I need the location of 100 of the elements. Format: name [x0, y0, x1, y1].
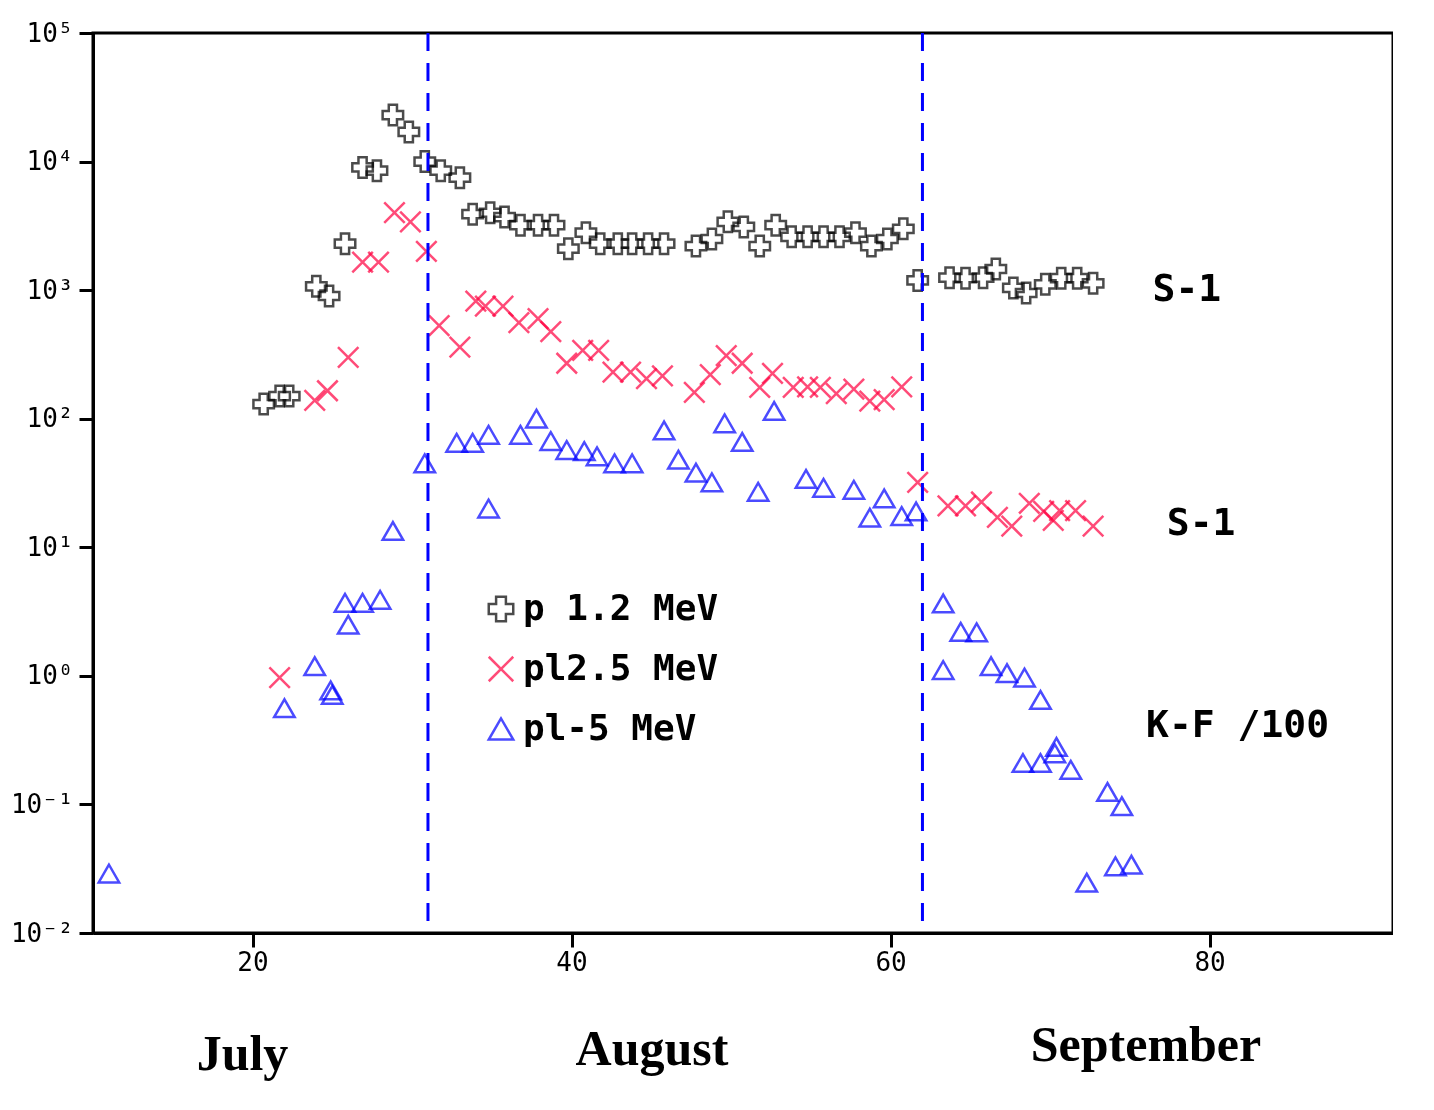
point [620, 453, 644, 474]
point [429, 159, 453, 183]
point [333, 232, 357, 256]
point [588, 232, 612, 256]
point [351, 592, 375, 613]
point [906, 470, 930, 494]
point [1081, 271, 1105, 295]
point [473, 294, 497, 318]
legend-label: p 1.2 MeV [523, 587, 719, 628]
point [526, 307, 550, 331]
y-tick-label: 10⁻¹ [10, 788, 74, 819]
point [398, 210, 422, 234]
x-tick-label: 40 [556, 946, 588, 977]
point [336, 345, 360, 369]
point [1028, 752, 1052, 774]
point [367, 250, 391, 274]
point [507, 311, 531, 335]
point [746, 481, 770, 502]
point [954, 266, 978, 290]
point [572, 440, 596, 462]
point [461, 202, 485, 226]
point [464, 289, 488, 313]
point [652, 420, 676, 441]
point [1043, 743, 1067, 764]
point [1017, 491, 1041, 515]
point [762, 400, 786, 422]
point [603, 453, 627, 474]
point [1011, 752, 1035, 774]
point [97, 863, 121, 884]
point [445, 432, 469, 453]
point [606, 232, 630, 256]
point [890, 505, 914, 527]
point [716, 210, 740, 234]
point [585, 446, 609, 467]
point [508, 213, 532, 237]
point [1013, 667, 1037, 688]
point [965, 622, 989, 643]
y-tick-label: 10³ [26, 274, 74, 305]
point [556, 237, 580, 261]
point [601, 360, 625, 384]
point [979, 656, 1003, 677]
point [477, 424, 501, 445]
point [448, 166, 472, 190]
x-tick-label: 80 [1194, 946, 1226, 977]
point [971, 266, 995, 290]
point [1110, 796, 1134, 817]
point [872, 488, 896, 509]
point [477, 498, 501, 519]
point [796, 225, 820, 249]
point [351, 250, 375, 274]
point [448, 335, 472, 359]
point [1033, 272, 1057, 296]
point [650, 364, 674, 388]
point [890, 375, 914, 399]
point [320, 684, 344, 706]
point [413, 453, 437, 474]
point [984, 257, 1008, 281]
point [397, 120, 421, 144]
point [812, 477, 836, 498]
point [539, 430, 563, 452]
point [684, 234, 708, 258]
point [936, 494, 960, 518]
point [714, 344, 738, 368]
point [539, 320, 563, 344]
annotation: S-1 [1152, 265, 1222, 310]
point [1119, 854, 1143, 875]
point [842, 377, 866, 401]
point [587, 338, 611, 362]
annotation: S-1 [1166, 499, 1236, 544]
annotation: K-F /100 [1146, 702, 1330, 746]
point [828, 225, 851, 249]
point [382, 201, 406, 225]
point [491, 294, 515, 318]
point [478, 201, 502, 225]
point [524, 408, 548, 429]
text: August [575, 1020, 729, 1076]
point [461, 432, 485, 453]
point [365, 159, 389, 183]
point [555, 351, 579, 375]
point [574, 221, 598, 245]
point [1095, 781, 1119, 803]
point [748, 375, 772, 399]
point [368, 589, 392, 610]
x-tick-label: 60 [875, 946, 907, 977]
point [1081, 514, 1105, 538]
point [336, 614, 360, 635]
point [904, 501, 928, 522]
text: July [196, 1024, 289, 1081]
point [1075, 872, 1099, 893]
point [571, 338, 595, 362]
point [268, 666, 292, 690]
point [985, 505, 1009, 529]
point [542, 213, 566, 237]
y-tick-label: 10⁵ [26, 17, 74, 48]
point [666, 449, 690, 470]
point [1049, 266, 1073, 290]
point [381, 520, 405, 542]
y-tick-label: 10⁻² [10, 917, 74, 948]
y-tick-label: 10⁴ [26, 146, 74, 177]
y-tick-label: 10⁰ [26, 660, 74, 691]
